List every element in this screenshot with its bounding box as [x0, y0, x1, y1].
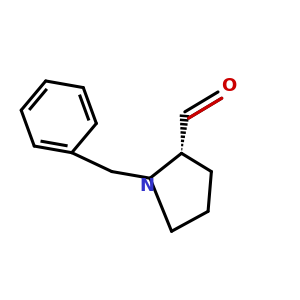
Text: N: N: [140, 178, 155, 196]
Text: O: O: [221, 77, 237, 95]
